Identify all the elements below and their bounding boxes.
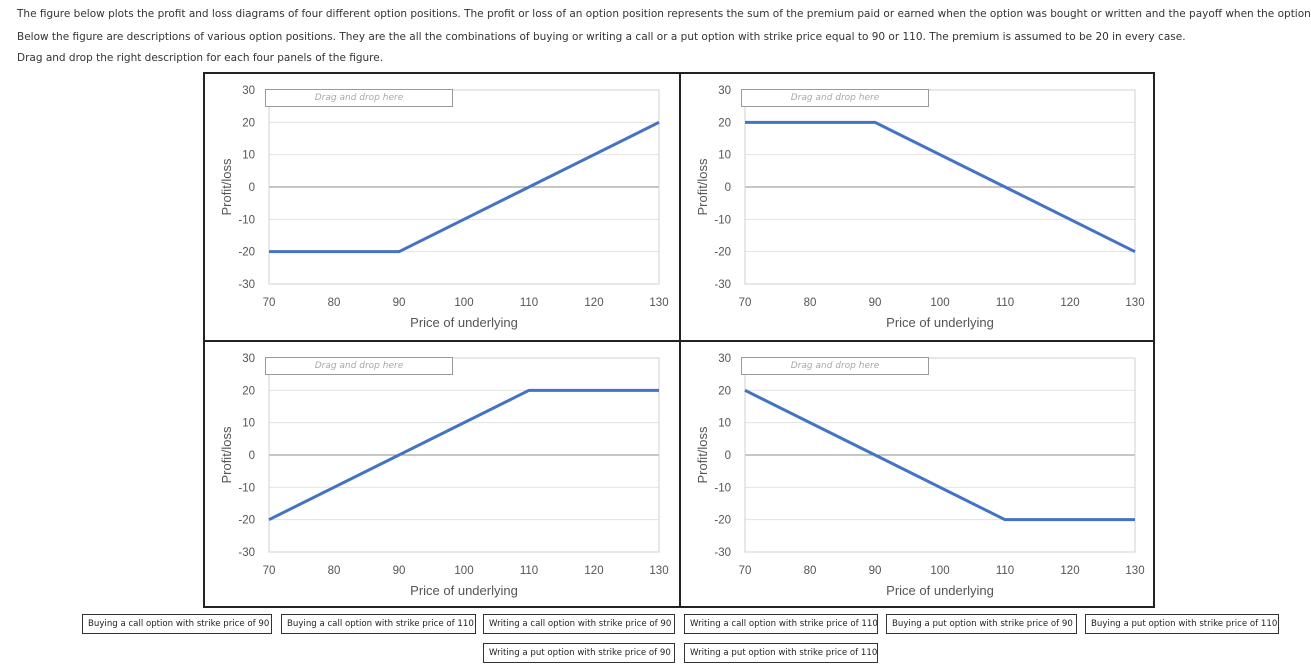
panel-bottom-left: 30 20 10 0 -10 -20 -30 70 80 90 100 110 120 130 Price … [205, 342, 681, 608]
plot-area [744, 357, 1136, 553]
plot-area [268, 357, 660, 553]
panel-top-left: 30 20 10 0 -10 -20 -30 70 80 90 100 110 120 130 Price … [205, 74, 681, 342]
option-write-call-90[interactable]: Writing a call option with strike price … [483, 614, 675, 634]
option-write-call-110[interactable]: Writing a call option with strike price … [684, 614, 878, 634]
y-tick-label: 20 [718, 117, 731, 129]
option-buy-put-90[interactable]: Buying a put option with strike price of… [886, 614, 1077, 634]
x-tick-label: 80 [804, 297, 817, 309]
y-tick-label: -20 [714, 247, 731, 259]
drop-zone-top-right[interactable]: Drag and drop here [741, 89, 929, 107]
y-tick-label: 30 [242, 353, 255, 365]
x-tick-label: 120 [584, 297, 603, 309]
y-tick-label: -20 [714, 515, 731, 527]
profit-loss-line [269, 120, 660, 254]
x-axis-title: Price of underlying [410, 583, 518, 598]
y-tick-label: 20 [242, 117, 255, 129]
x-tick-label: 130 [1125, 297, 1144, 309]
drop-zone-bottom-right[interactable]: Drag and drop here [741, 357, 929, 375]
x-tick-label: 130 [1125, 565, 1144, 577]
x-tick-label: 70 [263, 565, 276, 577]
y-tick-label: 10 [242, 418, 255, 430]
option-buy-call-110[interactable]: Buying a call option with strike price o… [281, 614, 476, 634]
x-tick-label: 130 [649, 565, 668, 577]
figure-grid: 30 20 10 0 -10 -20 -30 70 80 90 100 110 120 130 Price … [203, 72, 1155, 608]
y-tick-label: 30 [718, 85, 731, 97]
x-tick-label: 110 [520, 565, 538, 577]
y-axis-title: Profit/loss [695, 426, 710, 484]
y-tick-label: 10 [718, 150, 731, 162]
y-axis-title: Profit/loss [695, 158, 710, 216]
y-tick-label: 10 [242, 150, 255, 162]
x-tick-label: 70 [739, 565, 752, 577]
instruction-line-2: Below the figure are descriptions of var… [17, 31, 1186, 43]
x-tick-label: 80 [328, 565, 341, 577]
y-tick-label: 10 [718, 418, 731, 430]
x-tick-label: 90 [869, 297, 882, 309]
y-tick-label: -30 [714, 547, 731, 559]
y-tick-label: -30 [714, 279, 731, 291]
x-tick-label: 120 [584, 565, 603, 577]
instruction-line-1: The figure below plots the profit and lo… [17, 8, 1311, 20]
y-tick-label: -30 [238, 279, 255, 291]
x-tick-label: 100 [454, 297, 473, 309]
y-tick-label: -20 [238, 247, 255, 259]
x-tick-label: 80 [328, 297, 341, 309]
x-tick-label: 120 [1060, 297, 1079, 309]
y-tick-label: -10 [238, 214, 255, 226]
y-tick-label: 0 [725, 450, 731, 462]
x-tick-label: 120 [1060, 565, 1079, 577]
profit-loss-line [744, 388, 1135, 522]
panel-bottom-right: 30 20 10 0 -10 -20 -30 70 80 90 100 110 120 130 Price … [681, 342, 1155, 608]
y-tick-label: 0 [725, 182, 731, 194]
x-tick-label: 100 [930, 565, 949, 577]
x-tick-label: 70 [739, 297, 752, 309]
y-tick-label: 30 [242, 85, 255, 97]
y-tick-label: -30 [238, 547, 255, 559]
x-tick-label: 100 [454, 565, 473, 577]
panel-top-right: 30 20 10 0 -10 -20 -30 70 80 90 100 110 120 130 Price … [681, 74, 1155, 342]
x-tick-label: 80 [804, 565, 817, 577]
drop-zone-top-left[interactable]: Drag and drop here [265, 89, 453, 107]
drop-zone-bottom-left[interactable]: Drag and drop here [265, 357, 453, 375]
x-tick-label: 100 [930, 297, 949, 309]
x-tick-label: 130 [649, 297, 668, 309]
option-write-put-110[interactable]: Writing a put option with strike price o… [684, 643, 878, 663]
x-tick-label: 110 [996, 565, 1014, 577]
y-tick-label: -10 [238, 482, 255, 494]
y-tick-label: 20 [718, 385, 731, 397]
x-axis-title: Price of underlying [886, 315, 994, 330]
x-tick-label: 70 [263, 297, 276, 309]
y-axis-title: Profit/loss [219, 158, 234, 216]
y-tick-label: 30 [718, 353, 731, 365]
plot-area [744, 89, 1136, 285]
y-tick-label: 0 [249, 182, 255, 194]
x-tick-label: 90 [393, 297, 406, 309]
y-tick-label: 0 [249, 450, 255, 462]
instruction-line-3: Drag and drop the right description for … [17, 52, 384, 64]
plot-area [268, 89, 660, 285]
option-buy-put-110[interactable]: Buying a put option with strike price of… [1085, 614, 1279, 634]
x-tick-label: 110 [520, 297, 538, 309]
option-write-put-90[interactable]: Writing a put option with strike price o… [483, 643, 675, 663]
x-axis-title: Price of underlying [410, 315, 518, 330]
y-tick-label: -20 [238, 515, 255, 527]
y-tick-label: 20 [242, 385, 255, 397]
profit-loss-line [745, 120, 1136, 254]
profit-loss-line [268, 388, 659, 522]
x-axis-title: Price of underlying [886, 583, 994, 598]
y-tick-label: -10 [714, 214, 731, 226]
y-tick-label: -10 [714, 482, 731, 494]
x-tick-label: 110 [996, 297, 1014, 309]
x-tick-label: 90 [869, 565, 882, 577]
y-axis-title: Profit/loss [219, 426, 234, 484]
x-tick-label: 90 [393, 565, 406, 577]
option-buy-call-90[interactable]: Buying a call option with strike price o… [82, 614, 272, 634]
